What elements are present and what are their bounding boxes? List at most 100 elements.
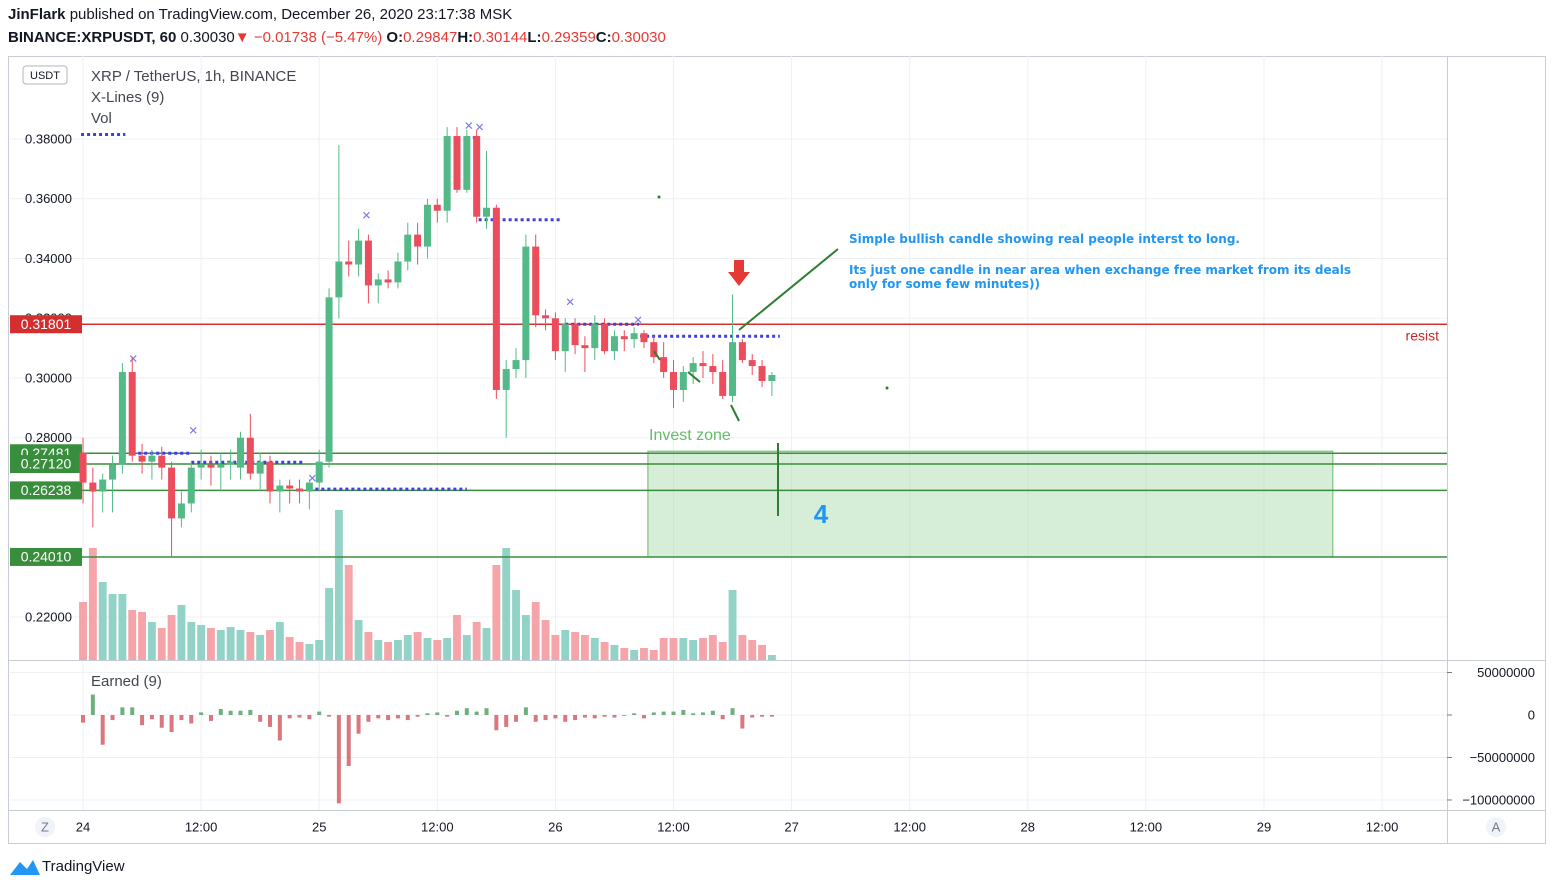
button[interactable] [35, 817, 55, 837]
trend-line [687, 371, 701, 383]
volume-bar [423, 638, 432, 660]
volume-bar [640, 648, 648, 660]
earned-bar [317, 711, 322, 715]
last-price: 0.30030 [180, 29, 235, 46]
button[interactable] [1486, 817, 1506, 837]
annotations: resist Invest zone 4 Simple bullish cand… [649, 195, 1439, 529]
ohlc-value: 0.29359 [541, 29, 596, 46]
x-tick-label: 12:00 [421, 819, 454, 834]
y-tick-label: 0.22000 [25, 609, 72, 624]
earned-bar [454, 710, 459, 715]
earned-bar [425, 713, 430, 715]
ohlc-label: L: [527, 29, 542, 46]
candle-body [748, 360, 756, 367]
earned-bar [523, 707, 528, 715]
earned-bar [533, 714, 538, 722]
level-label-box [10, 455, 82, 474]
earned-bar [218, 709, 223, 715]
invest-zone-label: Invest zone [649, 427, 731, 444]
x-marker [634, 316, 642, 324]
level-label-box [10, 547, 82, 566]
x-tick-label: 29 [1257, 819, 1271, 834]
candle-body [355, 240, 363, 265]
level-label-box [10, 315, 82, 334]
volume-bar [305, 644, 314, 660]
volume-bar [502, 548, 511, 660]
x-tick-label: 12:00 [893, 819, 926, 834]
earned-bar [701, 712, 706, 715]
candle-body [315, 461, 323, 483]
x-tick-label: 12:00 [185, 819, 218, 834]
x-tick-label: 25 [312, 819, 326, 834]
candle-body [187, 467, 195, 504]
candle-body [699, 363, 707, 367]
volume-bar [521, 615, 530, 660]
earned-bar [641, 714, 646, 719]
earned-bar [760, 714, 765, 717]
earned-bar [130, 707, 135, 715]
candle-body [207, 464, 215, 468]
earned-bar [494, 714, 499, 731]
legend-indicator: X-Lines (9) [91, 89, 164, 106]
candle-body [394, 261, 402, 283]
candle-body [79, 452, 87, 483]
volume-bar [462, 635, 471, 660]
earned-bar [740, 714, 745, 729]
button-label[interactable]: A [1492, 819, 1501, 834]
volume-bar [167, 615, 176, 660]
y-tick-label: −100000000 [1462, 792, 1535, 807]
dot [885, 386, 889, 390]
button-label[interactable]: Z [41, 819, 49, 834]
volume-bar [649, 650, 658, 660]
count-label: 4 [814, 499, 829, 529]
published: published on TradingView.com, December 2… [69, 6, 513, 23]
earned-bar [386, 714, 391, 721]
volume-bar [315, 640, 324, 660]
candle-body [502, 369, 510, 390]
candle-body [571, 324, 579, 346]
volume-bar [275, 622, 284, 660]
earned-bar [543, 714, 548, 721]
earned-bar [376, 714, 381, 719]
volume-bar [207, 628, 215, 660]
candle-body [128, 372, 136, 456]
x-marker [189, 426, 197, 434]
volume-bar [413, 632, 422, 660]
brand-name: TradingView [42, 858, 125, 875]
volume-bar [571, 632, 580, 660]
earned-bar [258, 714, 263, 722]
legend-title: XRP / TetherUS, 1h, BINANCE [91, 68, 296, 85]
symbol: BINANCE:XRPUSDT, 60 [8, 29, 177, 46]
volume-bar [443, 638, 452, 660]
earned-bar [346, 714, 351, 766]
earned-bar [691, 713, 696, 715]
candle-body [463, 136, 471, 190]
note: Its just one candle in near area when ex… [849, 263, 1351, 277]
volume-bar [541, 620, 550, 660]
x-marker [363, 211, 370, 219]
volume-bar [384, 642, 393, 660]
trend-line [730, 404, 740, 422]
volume-bar [334, 510, 343, 660]
volume-bar [187, 622, 196, 660]
trend-line [738, 248, 839, 331]
earned-bar [445, 714, 450, 717]
volume-bar [216, 630, 225, 660]
volume-bar [325, 588, 333, 660]
earned-bar [750, 714, 755, 718]
y-tick-label: −50000000 [1470, 750, 1535, 765]
earned-bar [612, 714, 617, 718]
candle-body [414, 234, 422, 247]
candle-body [620, 336, 628, 340]
y-tick-label: 0.38000 [25, 131, 72, 146]
candle-body [423, 204, 431, 247]
volume-bar [630, 650, 639, 660]
earned-bar [514, 714, 519, 722]
candle-body [630, 333, 638, 340]
candle-body [581, 345, 589, 349]
volume-bar [472, 622, 481, 660]
symbol-line: BINANCE:XRPUSDT, 60 0.30030▼ −0.01738 (−… [8, 29, 666, 46]
candle-body [276, 485, 284, 492]
volume [79, 510, 776, 660]
volume-bar [88, 548, 97, 660]
